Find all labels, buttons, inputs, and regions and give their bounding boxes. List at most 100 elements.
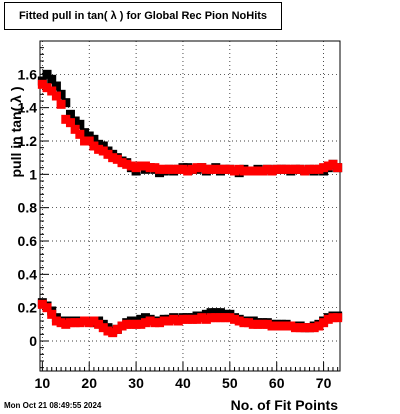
data-point — [145, 163, 155, 173]
data-point — [136, 314, 146, 324]
y-tick-label: 1 — [29, 166, 37, 182]
chart-title: Fitted pull in tan( λ ) for Global Rec P… — [4, 2, 282, 30]
plot-frame — [39, 40, 341, 372]
data-point — [187, 164, 197, 174]
data-point — [89, 141, 99, 151]
data-point — [61, 98, 71, 108]
data-point — [290, 164, 300, 174]
data-point — [211, 313, 221, 323]
data-point — [65, 109, 75, 119]
data-point — [155, 318, 165, 328]
data-point — [215, 308, 225, 318]
data-point — [183, 314, 193, 324]
data-point — [169, 164, 179, 174]
data-point — [281, 321, 291, 331]
data-point — [262, 164, 272, 174]
x-tick-label: 40 — [175, 375, 191, 391]
data-point — [244, 318, 254, 328]
x-tick-label: 20 — [81, 375, 97, 391]
data-point — [319, 318, 329, 328]
data-point — [47, 309, 57, 319]
data-point — [258, 166, 268, 176]
data-point — [309, 323, 319, 333]
y-tick-label: 0.6 — [18, 233, 38, 249]
data-point — [61, 319, 71, 329]
data-point — [206, 164, 216, 174]
data-point — [159, 164, 169, 174]
x-tick-label: 10 — [35, 375, 51, 391]
data-point — [80, 136, 90, 146]
data-point — [206, 308, 216, 318]
data-point — [126, 161, 136, 171]
data-point — [70, 318, 80, 328]
data-point — [230, 166, 240, 176]
x-axis-label: No. of Fit Points — [231, 397, 339, 413]
data-point — [70, 124, 80, 134]
data-point — [56, 89, 66, 99]
data-point — [37, 299, 47, 309]
data-point — [201, 309, 211, 319]
data-point — [178, 314, 188, 324]
data-point — [51, 316, 61, 326]
data-point — [276, 164, 286, 174]
x-tick-label: 70 — [316, 375, 332, 391]
data-point — [178, 164, 188, 174]
data-point — [267, 166, 277, 176]
data-point — [272, 321, 282, 331]
data-point — [112, 154, 122, 164]
data-point — [239, 166, 249, 176]
data-point — [108, 328, 118, 338]
data-point — [150, 163, 160, 173]
data-series — [37, 69, 343, 338]
data-point — [319, 163, 329, 173]
data-point — [131, 319, 141, 329]
timestamp: Mon Oct 21 08:49:55 2024 — [4, 401, 102, 410]
data-point — [164, 316, 174, 326]
data-point — [300, 323, 310, 333]
data-point — [47, 86, 57, 96]
data-point — [258, 319, 268, 329]
data-point — [286, 164, 296, 174]
data-point — [328, 159, 338, 169]
data-point — [98, 323, 108, 333]
data-point — [276, 321, 286, 331]
data-point — [192, 314, 202, 324]
data-point — [248, 319, 258, 329]
data-point — [201, 314, 211, 324]
data-point — [262, 319, 272, 329]
data-point — [94, 139, 104, 149]
data-point — [126, 319, 136, 329]
data-point — [136, 161, 146, 171]
series-group — [37, 69, 343, 178]
data-point — [103, 149, 113, 159]
data-point — [333, 313, 343, 323]
data-point — [98, 146, 108, 156]
y-tick-label: 1.2 — [18, 133, 38, 149]
y-tick-label: 0.4 — [18, 266, 38, 282]
data-point — [173, 164, 183, 174]
data-point — [80, 316, 90, 326]
data-point — [122, 159, 132, 169]
data-point — [89, 316, 99, 326]
data-point — [47, 74, 57, 84]
data-point — [84, 131, 94, 141]
data-point — [215, 313, 225, 323]
data-point — [220, 164, 230, 174]
data-point — [323, 314, 333, 324]
data-point — [70, 116, 80, 126]
data-point — [220, 313, 230, 323]
data-point — [122, 319, 132, 329]
data-point — [84, 136, 94, 146]
data-point — [65, 118, 75, 128]
data-point — [300, 166, 310, 176]
data-point — [42, 83, 52, 93]
data-point — [187, 314, 197, 324]
data-point — [131, 163, 141, 173]
data-point — [328, 313, 338, 323]
data-point — [305, 323, 315, 333]
data-point — [230, 314, 240, 324]
data-point — [323, 161, 333, 171]
data-point — [117, 321, 127, 331]
data-point — [75, 119, 85, 129]
